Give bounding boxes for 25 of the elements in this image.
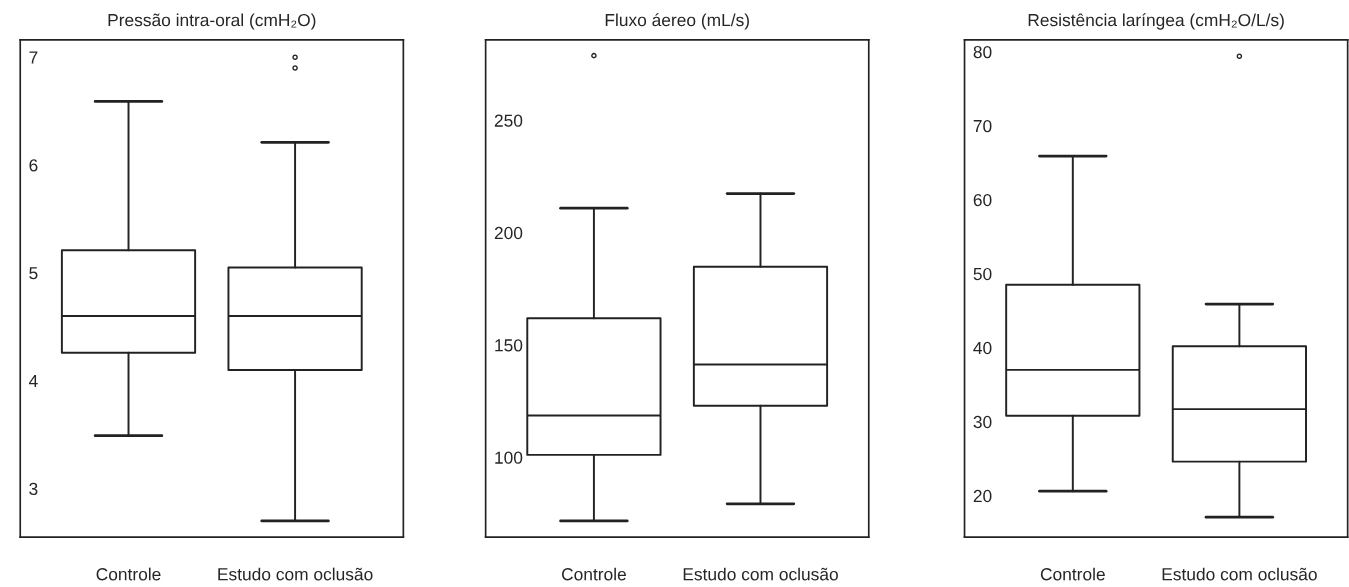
y-tick-label: 20 xyxy=(973,489,992,503)
x-tick-label: Estudo com oclusão xyxy=(218,567,373,581)
y-tick-label: 150 xyxy=(495,339,523,352)
y-tick-label: 100 xyxy=(495,451,523,464)
x-tick-label: Controle xyxy=(96,567,161,581)
y-tick-label: 70 xyxy=(973,119,992,133)
y-tick-label: 40 xyxy=(973,341,992,355)
y-tick-label: 30 xyxy=(973,415,992,429)
y-tick-label: 250 xyxy=(494,114,523,127)
x-tick-label: Estudo com oclusão xyxy=(683,567,838,581)
chart-title: Pressão intra-oral (cmH₂O) xyxy=(108,13,316,30)
y-tick-label: 80 xyxy=(973,45,992,59)
x-tick-label: Estudo com oclusão xyxy=(1162,567,1317,581)
x-tick-label: Controle xyxy=(1040,567,1105,581)
y-tick-label: 50 xyxy=(973,267,992,281)
y-tick-label: 5 xyxy=(29,267,38,280)
y-tick-label: 3 xyxy=(29,482,38,496)
chart-title: Fluxo áereo (mL/s) xyxy=(605,13,749,30)
x-tick-label: Controle xyxy=(561,567,626,581)
y-tick-label: 7 xyxy=(29,51,38,64)
chart-title: Resistência laríngea (cmH₂O/L/s) xyxy=(1028,13,1284,30)
y-tick-label: 6 xyxy=(29,159,38,172)
y-tick-label: 60 xyxy=(973,193,992,207)
y-tick-label: 200 xyxy=(494,226,523,240)
y-tick-label: 4 xyxy=(28,375,38,388)
